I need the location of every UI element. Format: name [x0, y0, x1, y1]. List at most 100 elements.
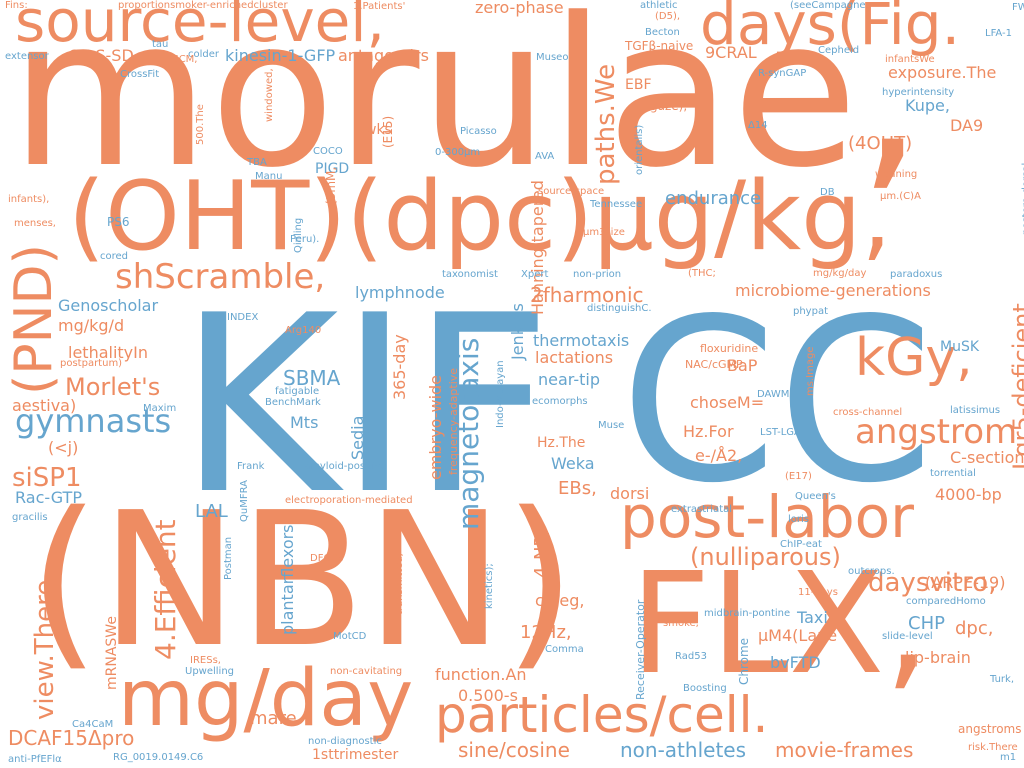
- cloud-word: frequency-adaptive: [447, 367, 460, 475]
- cloud-word: cross-channel: [833, 407, 903, 418]
- cloud-word: antagomirs: [338, 46, 429, 65]
- cloud-word: Frank: [237, 461, 265, 472]
- cloud-word: Receiver-Operator: [634, 599, 647, 700]
- cloud-word: KIF: [178, 263, 552, 548]
- cloud-word: Postman: [223, 536, 234, 580]
- cloud-word: cored: [100, 251, 129, 262]
- cloud-word: hyperintensity: [882, 87, 955, 98]
- cloud-word: smoke,: [663, 618, 699, 629]
- cloud-word: RG_0019.0149.C6: [113, 752, 204, 763]
- cloud-word: source-space: [538, 186, 605, 197]
- cloud-word: mg/kg/d: [58, 316, 125, 335]
- cloud-word: 1sttrimester: [312, 747, 399, 763]
- cloud-word: transmitted;: [394, 553, 405, 615]
- cloud-word: mare: [250, 708, 297, 729]
- cloud-word: lip-brain: [905, 648, 971, 667]
- cloud-word: Δ14: [748, 120, 768, 131]
- cloud-word: ecomorphs: [532, 396, 588, 407]
- cloud-word: (nulliparous): [690, 543, 841, 571]
- cloud-word: particles/cell.: [435, 686, 769, 744]
- cloud-word: mg/kg/day: [813, 268, 867, 279]
- cloud-word: taxonomist: [442, 269, 498, 280]
- cloud-word: (E17): [785, 471, 812, 482]
- cloud-word: loris: [788, 514, 809, 525]
- cloud-word: orientalis): [634, 124, 645, 175]
- cloud-word: outcrops.: [848, 566, 895, 577]
- cloud-word: MotCD: [333, 631, 367, 642]
- cloud-word: morulae,: [10, 0, 924, 213]
- cloud-word: menses,: [14, 218, 56, 229]
- cloud-word: Ca4CaM: [72, 719, 114, 730]
- cloud-word: Becton: [645, 27, 680, 38]
- cloud-word: kGy,: [855, 328, 973, 388]
- cloud-word: 9CRAL: [705, 43, 757, 62]
- cloud-word: DFCGs: [310, 553, 344, 564]
- cloud-word: paths.We: [591, 63, 621, 185]
- cloud-word: slide-level: [882, 631, 933, 642]
- cloud-word: (seeCampagne: [790, 0, 866, 11]
- cloud-word: Lgr5-deficient: [1008, 303, 1024, 470]
- cloud-word: Indo-Malayan: [495, 360, 506, 428]
- cloud-word: thermotaxis: [533, 331, 630, 350]
- cloud-word: 4.Efficient: [149, 519, 182, 660]
- cloud-word: (D5),: [655, 11, 681, 22]
- cloud-word: DA9: [950, 116, 984, 135]
- cloud-word: TBA: [247, 157, 267, 168]
- cloud-word: extrastriatal: [671, 504, 733, 515]
- cloud-word: distinguishC.: [587, 303, 652, 314]
- cloud-word: 0-300µm: [435, 147, 481, 158]
- cloud-word: Cepheid: [818, 45, 860, 56]
- cloud-word: non-prion: [573, 269, 622, 280]
- cloud-word: C-section: [950, 448, 1024, 467]
- cloud-word: EBF: [625, 77, 652, 93]
- cloud-word: MuSK: [940, 339, 980, 355]
- cloud-word: BenchMark: [265, 397, 321, 408]
- cloud-word: gymnasts: [15, 402, 172, 440]
- cloud-word: aestiva): [12, 396, 77, 415]
- cloud-word: sine/cosine: [458, 738, 570, 762]
- cloud-word: siSP1: [12, 463, 82, 493]
- cloud-word: electroporation-mediated: [285, 495, 413, 506]
- cloud-word: c/deg,: [535, 591, 585, 610]
- cloud-word: movie-frames: [775, 738, 914, 762]
- cloud-word: phypat: [793, 306, 828, 317]
- cloud-word: Picasso: [460, 126, 497, 137]
- cloud-word: zero-phase: [475, 0, 564, 17]
- cloud-word: gracilis: [12, 512, 48, 523]
- cloud-word: 365-day: [390, 334, 409, 400]
- cloud-word: COCO: [313, 146, 343, 157]
- cloud-word: (THC;: [688, 268, 716, 279]
- cloud-word: kinetics);: [484, 563, 495, 609]
- cloud-word: angstrom: [855, 412, 1018, 452]
- cloud-word: INDEX: [227, 312, 259, 323]
- cloud-word: mg/day: [118, 654, 414, 744]
- cloud-word: 4000-bp: [935, 485, 1002, 504]
- cloud-word: non-cavitating: [330, 666, 403, 677]
- cloud-word: GF-S-SD: [68, 46, 134, 65]
- cloud-word: NAC/cGMP: [685, 358, 743, 371]
- cloud-word: Morlet's: [65, 373, 161, 401]
- cloud-word: bvFTD: [770, 653, 821, 672]
- cloud-word: LST-LGA,: [760, 427, 805, 438]
- cloud-word: latissimus: [950, 405, 1001, 416]
- cloud-word: proportionsmoker-enrichedcluster: [118, 0, 288, 11]
- cloud-word: paradoxus: [890, 269, 943, 280]
- cloud-word: 2fharmonic: [530, 283, 644, 307]
- cloud-word: days(Fig.: [700, 0, 961, 58]
- cloud-word: endurance: [665, 188, 762, 209]
- cloud-word: weaning: [875, 169, 918, 180]
- cloud-word: ms.Image: [805, 346, 816, 396]
- cloud-word: exposure.The: [888, 63, 997, 82]
- cloud-word: Mts: [290, 413, 319, 432]
- cloud-word: (E15): [381, 115, 395, 148]
- cloud-word: Fins:: [5, 0, 28, 11]
- cloud-word: extensor: [5, 51, 49, 62]
- cloud-word: Manu: [255, 171, 283, 182]
- cloud-word: Comma: [545, 644, 584, 655]
- cloud-word: postpartum): [60, 358, 123, 369]
- cloud-word: wks: [365, 122, 392, 138]
- cloud-word: FWML: [1012, 2, 1024, 13]
- cloud-word: Rac-GTP: [15, 488, 82, 507]
- cloud-word: Tennessee: [590, 199, 643, 210]
